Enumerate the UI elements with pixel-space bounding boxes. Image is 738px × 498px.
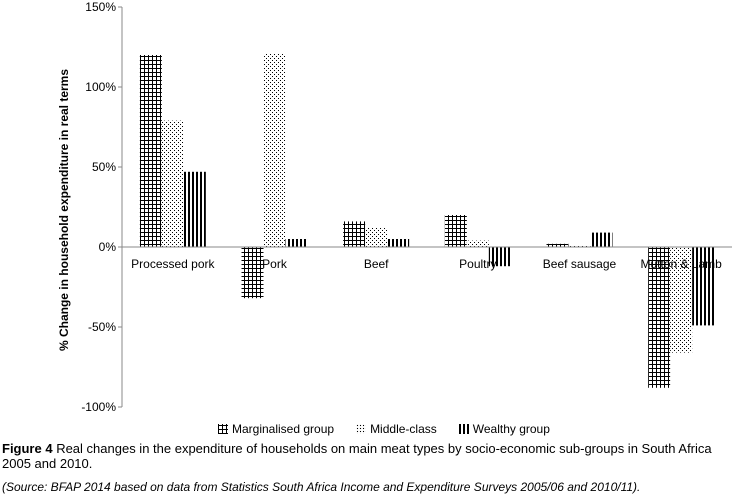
figure-caption: Figure 4 Real changes in the expenditure… <box>2 441 736 471</box>
category-label: Processed pork <box>131 257 215 271</box>
bar <box>488 247 511 267</box>
legend-swatch <box>458 424 469 434</box>
bar <box>590 232 613 247</box>
bar <box>546 243 569 247</box>
bar <box>161 120 184 247</box>
bar <box>365 227 388 247</box>
y-tick-label: 50% <box>92 160 116 174</box>
bar <box>466 240 489 247</box>
legend-swatch <box>356 424 367 434</box>
bar <box>387 239 410 247</box>
bar <box>183 171 206 247</box>
figure-caption-text: Real changes in the expenditure of house… <box>2 441 712 471</box>
bar <box>285 239 308 247</box>
figure-label: Figure 4 <box>2 441 53 456</box>
bar <box>343 221 366 247</box>
bar <box>241 247 264 299</box>
bar <box>670 247 693 353</box>
bar <box>444 215 467 247</box>
bar <box>568 245 591 247</box>
y-tick-label: 150% <box>85 0 116 14</box>
bar <box>692 247 715 326</box>
category-label: Mutton & Lamb <box>640 257 722 271</box>
y-axis-title: % Change in household expenditure in rea… <box>57 69 71 351</box>
bar <box>139 55 162 247</box>
category-label: Beef sausage <box>543 257 617 271</box>
y-tick-label: 100% <box>85 80 116 94</box>
category-label: Pork <box>262 257 288 271</box>
figure-source: (Source: BFAP 2014 based on data from St… <box>2 480 641 494</box>
legend: Marginalised group Middle-class Wealthy gr… <box>218 420 550 438</box>
category-label: Poultry <box>459 257 496 271</box>
legend-label: Marginalised group <box>232 422 335 436</box>
bar <box>648 247 671 388</box>
legend-item: Marginalised group <box>218 422 334 436</box>
bar <box>263 53 286 248</box>
category-label: Beef <box>364 257 389 271</box>
legend-label: Wealthy group <box>472 422 550 436</box>
y-tick-label: 0% <box>99 240 117 254</box>
bar-chart: % Change in household expenditure in rea… <box>57 0 732 414</box>
legend-item: Middle-class <box>356 422 437 436</box>
y-tick-label: -100% <box>81 400 116 414</box>
legend-label: Middle-class <box>370 422 437 436</box>
legend-item: Wealthy group <box>458 422 550 436</box>
y-tick-label: -50% <box>88 320 116 334</box>
legend-swatch <box>218 424 228 434</box>
